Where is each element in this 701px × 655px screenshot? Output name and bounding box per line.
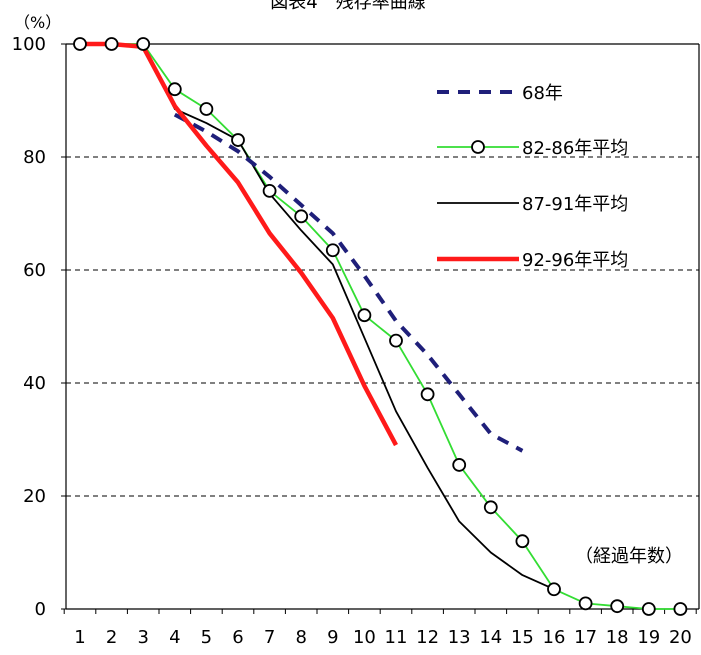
x-tick-label-3: 3 — [137, 627, 148, 648]
x-tick-label-17: 17 — [574, 627, 597, 648]
data-point-82-86-x12 — [420, 387, 435, 402]
y-tick-label-60: 60 — [23, 260, 46, 281]
legend-entry-82-86: 82-86年平均 — [437, 138, 628, 159]
x-tick-label-18: 18 — [606, 627, 629, 648]
data-point-82-86-x7 — [262, 183, 277, 198]
y-tick-label-40: 40 — [23, 373, 46, 394]
legend-entry-68: 68年 — [437, 83, 563, 104]
data-point-82-86-x11 — [389, 333, 403, 348]
legend-label-92-96: 92-96年平均 — [522, 250, 628, 271]
data-point-82-86-x5 — [199, 102, 214, 116]
x-tick-label-19: 19 — [637, 627, 660, 648]
y-tick-label-100: 100 — [12, 34, 46, 55]
y-axis-unit-label: （%） — [14, 13, 61, 32]
x-tick-label-14: 14 — [479, 627, 502, 648]
data-point-82-86-x17 — [578, 596, 593, 611]
data-point-82-86-x20 — [673, 602, 688, 616]
data-point-82-86-x13 — [452, 458, 467, 472]
x-tick-label-5: 5 — [201, 627, 212, 648]
data-point-82-86-x19 — [641, 602, 656, 616]
data-point-82-86-x2 — [104, 37, 119, 51]
x-tick-label-12: 12 — [416, 627, 439, 648]
x-tick-label-11: 11 — [385, 627, 408, 648]
data-point-82-86-x8 — [294, 209, 309, 224]
series-87-91 — [142, 43, 555, 591]
y-tick-label-0: 0 — [35, 599, 46, 620]
y-tick-label-80: 80 — [23, 147, 46, 168]
series-markers-82-86 — [73, 37, 688, 616]
legend-entry-87-91: 87-91年平均 — [437, 194, 628, 215]
legend-label-82-86: 82-86年平均 — [522, 138, 628, 159]
series-68 — [173, 112, 524, 453]
data-point-82-86-x10 — [357, 308, 372, 323]
x-tick-label-6: 6 — [232, 627, 243, 648]
x-tick-label-13: 13 — [448, 627, 471, 648]
data-point-82-86-x18 — [610, 599, 625, 614]
legend-label-87-91: 87-91年平均 — [522, 194, 628, 215]
data-point-82-86-x3 — [136, 37, 151, 51]
chart-title: 図表4 残存率曲線 — [270, 0, 425, 13]
data-point-82-86-x6 — [231, 133, 245, 147]
y-tick-label-20: 20 — [23, 486, 46, 507]
series-line-87-91 — [142, 43, 555, 591]
series-line-92-96 — [80, 41, 398, 447]
series-line-68 — [173, 112, 524, 453]
data-point-82-86-x4 — [167, 82, 182, 97]
x-tick-label-7: 7 — [264, 627, 275, 648]
x-tick-label-10: 10 — [353, 627, 376, 648]
data-point-82-86-x15 — [515, 534, 530, 549]
legend: 68年 82-86年平均 87-91年平均 92-96年平均 — [437, 83, 628, 271]
x-tick-label-1: 1 — [74, 627, 85, 648]
legend-entry-92-96: 92-96年平均 — [437, 250, 628, 271]
x-tick-label-8: 8 — [295, 627, 306, 648]
x-tick-label-16: 16 — [543, 627, 566, 648]
series-layer — [73, 37, 688, 616]
series-line-82-86 — [80, 43, 681, 610]
data-point-82-86-x1 — [73, 37, 87, 51]
series-92-96 — [80, 41, 398, 447]
legend-label-68: 68年 — [522, 83, 563, 104]
series-82-86 — [80, 43, 681, 610]
x-tick-label-15: 15 — [511, 627, 534, 648]
data-point-82-86-x14 — [483, 500, 498, 515]
x-tick-label-4: 4 — [169, 627, 180, 648]
data-point-82-86-x16 — [547, 582, 561, 597]
data-point-82-86-x9 — [325, 243, 340, 258]
x-axis-unit-label: （経過年数） — [575, 546, 683, 567]
legend-marker-82-86 — [471, 140, 485, 154]
x-tick-label-9: 9 — [327, 627, 338, 648]
x-tick-label-2: 2 — [106, 627, 117, 648]
x-tick-label-20: 20 — [669, 627, 692, 648]
grid-layer — [66, 156, 699, 497]
